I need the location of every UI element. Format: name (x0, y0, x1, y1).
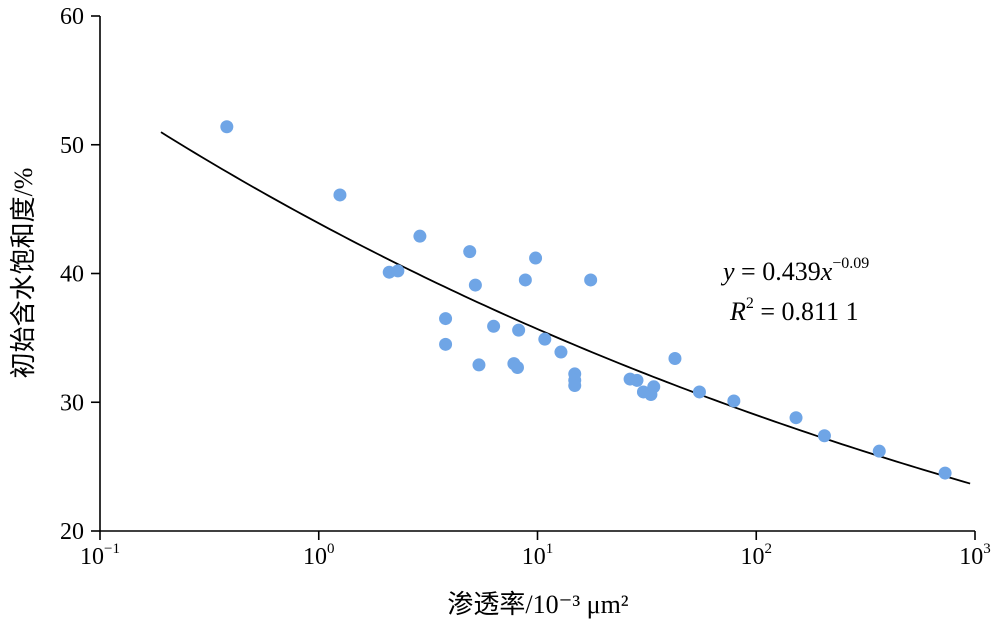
r-squared: R2 = 0.811 1 (729, 295, 859, 326)
x-axis: 10−1 100 101 102 103 (80, 530, 991, 570)
equation-y: y (720, 257, 735, 286)
x-tick-exponent: 1 (546, 541, 554, 557)
data-point (439, 312, 453, 326)
r2-value: = 0.811 1 (754, 297, 859, 326)
r2-superscript: 2 (746, 295, 754, 312)
data-point (468, 278, 482, 292)
y-tick-label: 50 (60, 133, 84, 159)
data-point (391, 264, 405, 278)
data-point (647, 380, 661, 394)
data-point (220, 120, 234, 134)
x-tick-label: 103 (959, 541, 991, 570)
data-point (472, 358, 486, 372)
y-tick-label: 40 (60, 262, 84, 288)
y-tick-label: 20 (60, 519, 84, 545)
data-point (817, 429, 831, 443)
x-tick-base: 10 (303, 544, 327, 570)
x-tick-base: 10 (522, 544, 546, 570)
data-point (584, 273, 598, 287)
data-point (439, 337, 453, 351)
y-ticks: 20 30 40 50 60 (60, 4, 100, 545)
data-point (727, 394, 741, 408)
y-axis-title: 初始含水饱和度/% (9, 168, 38, 379)
data-point (333, 188, 347, 202)
data-point (538, 332, 552, 346)
data-point (554, 345, 568, 359)
data-point (529, 251, 543, 265)
data-point (789, 411, 803, 425)
x-tick-exponent: −1 (104, 541, 120, 557)
y-tick-label: 60 (60, 4, 84, 30)
x-tick-exponent: 3 (983, 541, 991, 557)
data-point (510, 360, 524, 374)
data-point (668, 351, 682, 365)
data-point (463, 245, 477, 259)
equation-exponent: −0.09 (832, 255, 869, 272)
y-axis: 20 30 40 50 60 (60, 4, 101, 545)
power-trendline (160, 131, 971, 485)
data-point (938, 466, 952, 480)
x-tick-exponent: 2 (765, 541, 773, 557)
x-tick-label: 10−1 (80, 541, 120, 570)
data-point (413, 229, 427, 243)
data-point (630, 373, 644, 387)
trendline-equation: y = 0.439x−0.09 (720, 255, 869, 286)
r2-symbol: R (729, 297, 746, 326)
y-tick-label: 30 (60, 390, 84, 416)
data-point (872, 444, 886, 458)
data-point (692, 385, 706, 399)
x-axis-title: 渗透率/10⁻³ μm² (447, 590, 628, 619)
x-tick-base: 10 (959, 544, 983, 570)
x-tick-base: 10 (80, 544, 104, 570)
data-point (487, 319, 501, 333)
x-tick-label: 101 (522, 541, 554, 570)
x-tick-exponent: 0 (327, 541, 335, 557)
x-tick-label: 100 (303, 541, 335, 570)
data-point (518, 273, 532, 287)
x-tick-label: 102 (741, 541, 773, 570)
data-points (220, 120, 952, 480)
equation-x: x (820, 257, 833, 286)
x-tick-base: 10 (741, 544, 765, 570)
equation-coef: = 0.439 (735, 257, 821, 286)
x-ticks: 10−1 100 101 102 103 (80, 531, 991, 570)
data-point (512, 323, 526, 337)
data-point (568, 379, 582, 393)
